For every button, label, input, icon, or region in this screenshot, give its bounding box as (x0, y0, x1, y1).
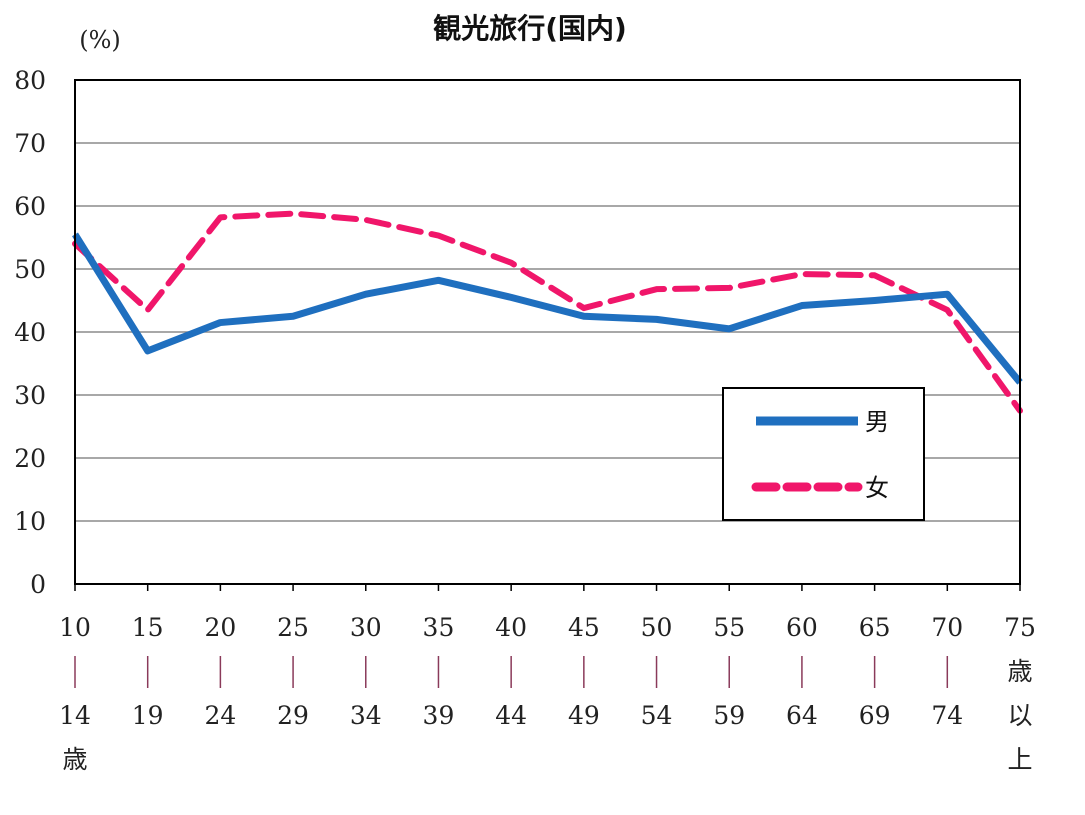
legend-box (722, 387, 925, 521)
y-tick-label: 10 (14, 507, 46, 536)
x-tick-label: 10 (59, 613, 91, 642)
legend-label: 女 (865, 474, 889, 502)
x-tick-label: 75 (1004, 613, 1036, 642)
chart-title: 観光旅行(国内) (433, 12, 627, 45)
legend-label: 男 (865, 408, 889, 436)
x-tick-label: 20 (204, 613, 236, 642)
y-tick-label: 40 (14, 318, 46, 347)
y-tick-label: 0 (30, 570, 46, 599)
x-tick-label: 49 (568, 701, 600, 730)
y-tick-label: 70 (14, 129, 46, 158)
x-tick-label: 30 (350, 613, 382, 642)
y-tick-label: 80 (14, 66, 46, 95)
x-tick-label: 以 (1007, 701, 1032, 730)
x-tick-label: 70 (931, 613, 963, 642)
y-tick-label: 60 (14, 192, 46, 221)
x-tick-label: 歳 (62, 745, 87, 774)
x-tick-label: 45 (568, 613, 600, 642)
y-axis-ticks: 0 10 20 30 40 50 60 70 80 (14, 66, 46, 599)
x-tick-label: 44 (495, 701, 527, 730)
x-tick-label: 上 (1007, 745, 1032, 774)
y-tick-label: 20 (14, 444, 46, 473)
plot-frame (74, 79, 1021, 585)
x-tick-label: 34 (350, 701, 382, 730)
x-tick-label: 39 (423, 701, 455, 730)
x-tick-label: 59 (713, 701, 745, 730)
series-line-male (72, 232, 1023, 385)
x-tick-label: 69 (859, 701, 891, 730)
x-tick-label: 25 (277, 613, 309, 642)
x-tick-label: 29 (277, 701, 309, 730)
y-tick-label: 30 (14, 381, 46, 410)
x-tick-label: 50 (641, 613, 673, 642)
x-tick-label: 55 (713, 613, 745, 642)
x-tick-label: 14 (59, 701, 91, 730)
y-tick-label: 50 (14, 255, 46, 284)
x-tick-label: 24 (204, 701, 236, 730)
x-tick-label: 35 (423, 613, 455, 642)
series-group (72, 210, 1023, 414)
y-axis-unit: (%) (79, 26, 121, 54)
x-tick-label: 40 (495, 613, 527, 642)
x-tick-label: 歳 (1007, 657, 1032, 686)
x-axis-ticks: 10 14 歳 15 19 20 24 25 29 30 34 35 39 40 44 45 49 50 54 55 5… (59, 584, 1036, 774)
gridlines (75, 142, 1020, 522)
x-tick-label: 74 (931, 701, 963, 730)
legend: 男女 (722, 387, 925, 521)
x-tick-label: 65 (859, 613, 891, 642)
x-tick-label: 60 (786, 613, 818, 642)
x-tick-label: 64 (786, 701, 818, 730)
x-tick-label: 15 (132, 613, 164, 642)
x-tick-label: 19 (132, 701, 164, 730)
x-tick-label: 54 (641, 701, 673, 730)
series-line-female (72, 210, 1023, 414)
